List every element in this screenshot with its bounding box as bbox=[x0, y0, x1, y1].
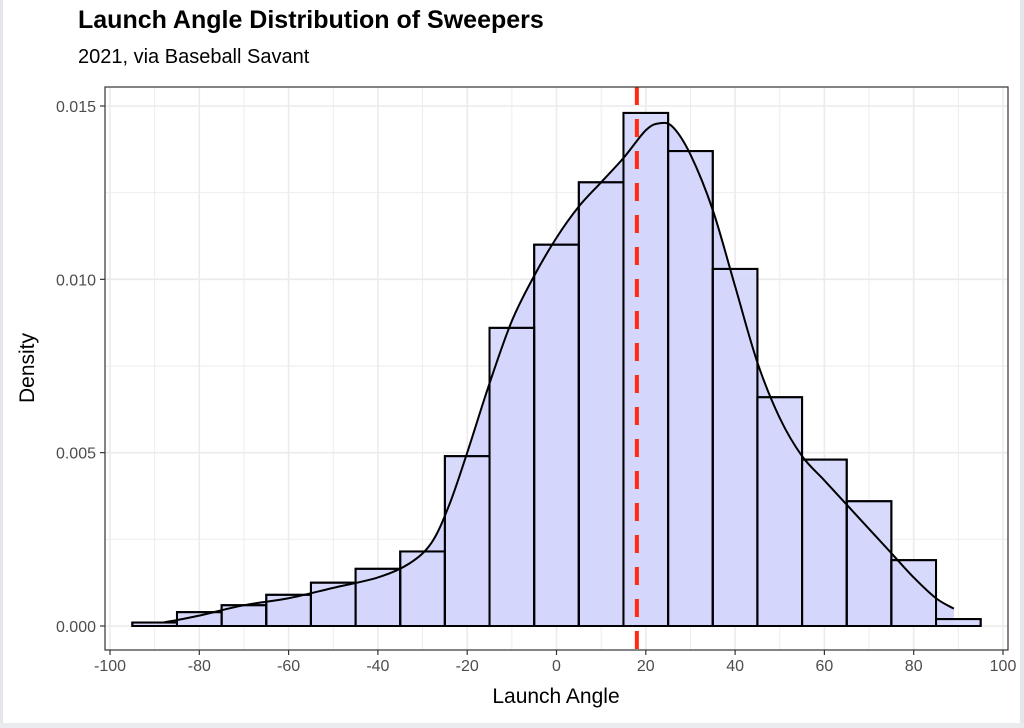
chart-title: Launch Angle Distribution of Sweepers bbox=[78, 6, 544, 34]
window-edge-right bbox=[1020, 0, 1024, 728]
histogram-bar bbox=[890, 559, 938, 628]
histogram-bar-fill bbox=[533, 243, 580, 628]
grid-lines bbox=[105, 87, 1008, 650]
x-tick-label: 0 bbox=[552, 658, 561, 675]
histogram-bar-fill bbox=[845, 500, 893, 628]
histogram-bars-fill bbox=[131, 111, 982, 628]
histogram-bar-fill bbox=[577, 181, 625, 627]
histogram-bar-fill bbox=[756, 396, 804, 628]
x-tick-label: 60 bbox=[816, 658, 834, 675]
window-edge-bottom bbox=[0, 723, 1024, 728]
x-tick-label: 20 bbox=[637, 658, 655, 675]
x-tick-label: -20 bbox=[456, 658, 479, 675]
y-axis-label: Density bbox=[16, 332, 39, 403]
y-tick-label: 0.010 bbox=[56, 272, 96, 289]
x-axis-label: Launch Angle bbox=[492, 685, 619, 708]
histogram-bar-fill bbox=[443, 455, 491, 627]
histogram-bar-fill bbox=[399, 550, 446, 628]
histogram-bar-fill bbox=[265, 593, 312, 627]
x-tick-label: -40 bbox=[366, 658, 389, 675]
x-tick-label: 80 bbox=[905, 658, 923, 675]
histogram-bar-fill bbox=[711, 267, 759, 627]
histogram-bar-fill bbox=[801, 458, 848, 627]
y-axis: 0.000 0.005 0.010 0.015 bbox=[56, 99, 105, 636]
histogram-bars-outline bbox=[131, 111, 982, 628]
histogram-bar-fill bbox=[667, 150, 714, 627]
histogram-bar-fill bbox=[935, 618, 982, 627]
x-tick-label: -80 bbox=[188, 658, 211, 675]
density-curve bbox=[163, 121, 955, 624]
x-tick-label: 40 bbox=[726, 658, 744, 675]
histogram-bar-fill bbox=[622, 111, 670, 627]
x-tick-label: -100 bbox=[94, 658, 126, 675]
window-edge-left bbox=[0, 0, 3, 728]
x-tick-label: -60 bbox=[277, 658, 300, 675]
histogram-bar-fill bbox=[309, 581, 357, 628]
chart-subtitle: 2021, via Baseball Savant bbox=[78, 46, 310, 68]
x-tick-label: 100 bbox=[990, 658, 1017, 675]
histogram-bar-fill bbox=[488, 326, 536, 627]
y-tick-label: 0.015 bbox=[56, 99, 96, 116]
y-tick-label: 0.005 bbox=[56, 446, 96, 463]
x-axis: -100 -80 -60 -40 -20 0 20 40 60 80 100 bbox=[94, 650, 1016, 675]
histogram-bar bbox=[935, 618, 982, 627]
y-tick-label: 0.000 bbox=[56, 619, 96, 636]
